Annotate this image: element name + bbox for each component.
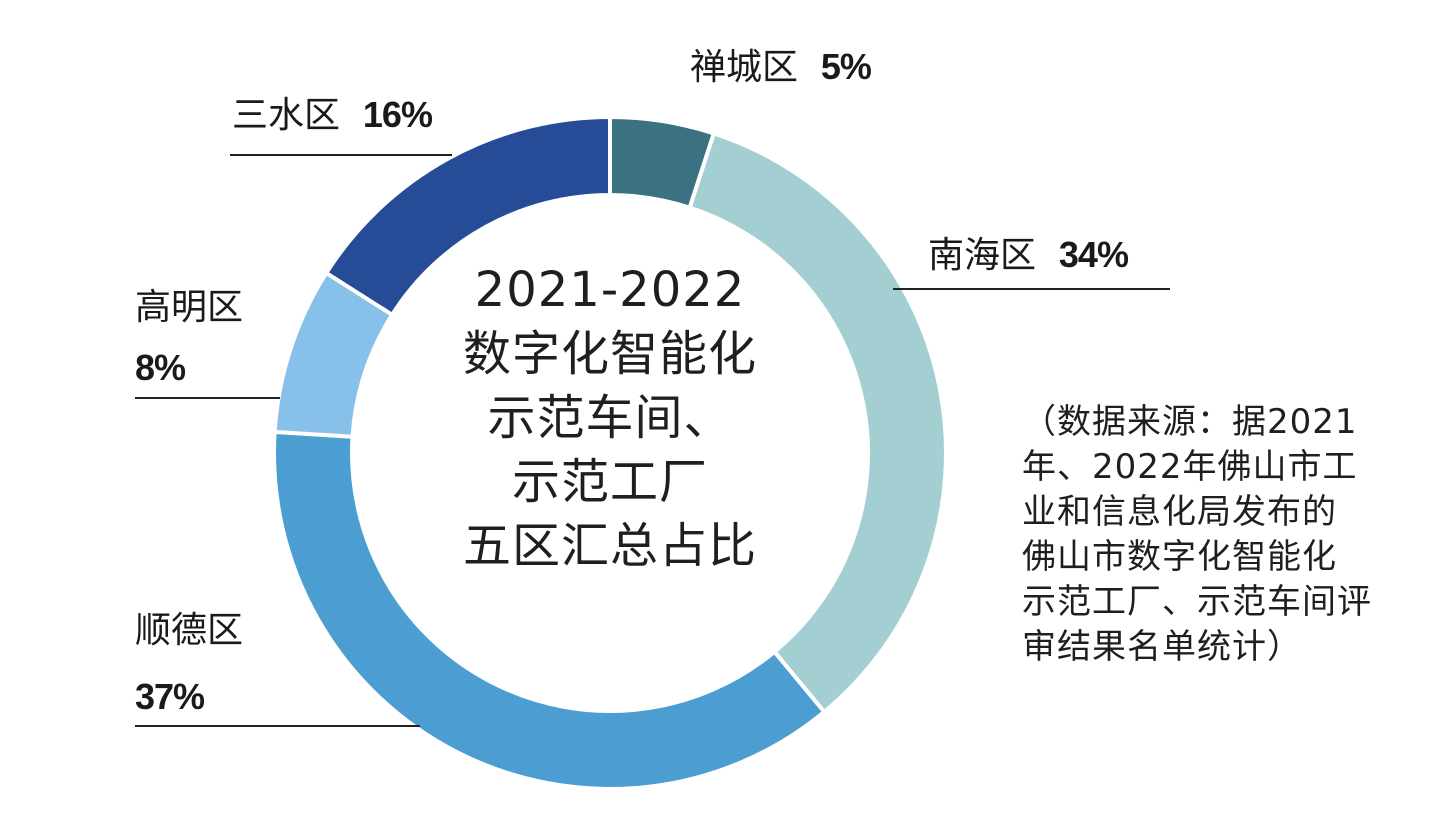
label-gaoming: 高明区 8% <box>135 278 243 398</box>
chart-title-line-3: 示范车间、 <box>487 390 733 446</box>
label-chancheng: 禅城区 5% <box>690 38 872 90</box>
source-note: （数据来源：据2021 年、2022年佛山市工 业和信息化局发布的 佛山市数字化… <box>1022 400 1382 670</box>
chart-title: 2021-2022 数字化智能化 示范车间、 示范工厂 五区汇总占比 <box>420 258 800 578</box>
label-sanshui: 三水区 16% <box>232 86 433 138</box>
source-note-line-2: 年、2022年佛山市工 <box>1022 447 1358 487</box>
label-nanhai: 南海区 34% <box>928 226 1129 278</box>
label-nanhai-value: 34% <box>1058 234 1129 275</box>
source-note-line-3: 业和信息化局发布的 <box>1022 492 1337 532</box>
label-gaoming-value: 8% <box>135 347 186 388</box>
leader-lines <box>135 154 1170 727</box>
label-sanshui-value: 16% <box>362 94 433 135</box>
source-note-line-5: 示范工厂、示范车间评 <box>1022 582 1372 622</box>
label-shunde-value: 37% <box>135 676 205 717</box>
donut-slices <box>272 114 948 791</box>
label-gaoming-name: 高明区 <box>135 287 244 328</box>
source-note-line-1: （数据来源：据2021 <box>1022 402 1358 442</box>
source-note-line-6: 审结果名单统计） <box>1022 627 1302 667</box>
slice-shunde <box>272 429 827 791</box>
slice-nanhai <box>687 130 948 715</box>
chart-title-line-2: 数字化智能化 <box>462 326 757 382</box>
slice-sanshui <box>323 114 612 318</box>
label-nanhai-name: 南海区 <box>928 235 1037 276</box>
source-note-line-4: 佛山市数字化智能化 <box>1022 537 1337 577</box>
chart-title-line-4: 示范工厂 <box>511 454 708 510</box>
label-chancheng-value: 5% <box>820 46 872 87</box>
label-chancheng-name: 禅城区 <box>690 47 799 88</box>
chart-title-line-1: 2021-2022 <box>474 262 746 318</box>
label-shunde: 顺德区 37% <box>135 598 243 730</box>
label-sanshui-name: 三水区 <box>232 95 341 136</box>
chart-title-line-5: 五区汇总占比 <box>462 518 757 574</box>
label-shunde-name: 顺德区 <box>135 610 244 651</box>
